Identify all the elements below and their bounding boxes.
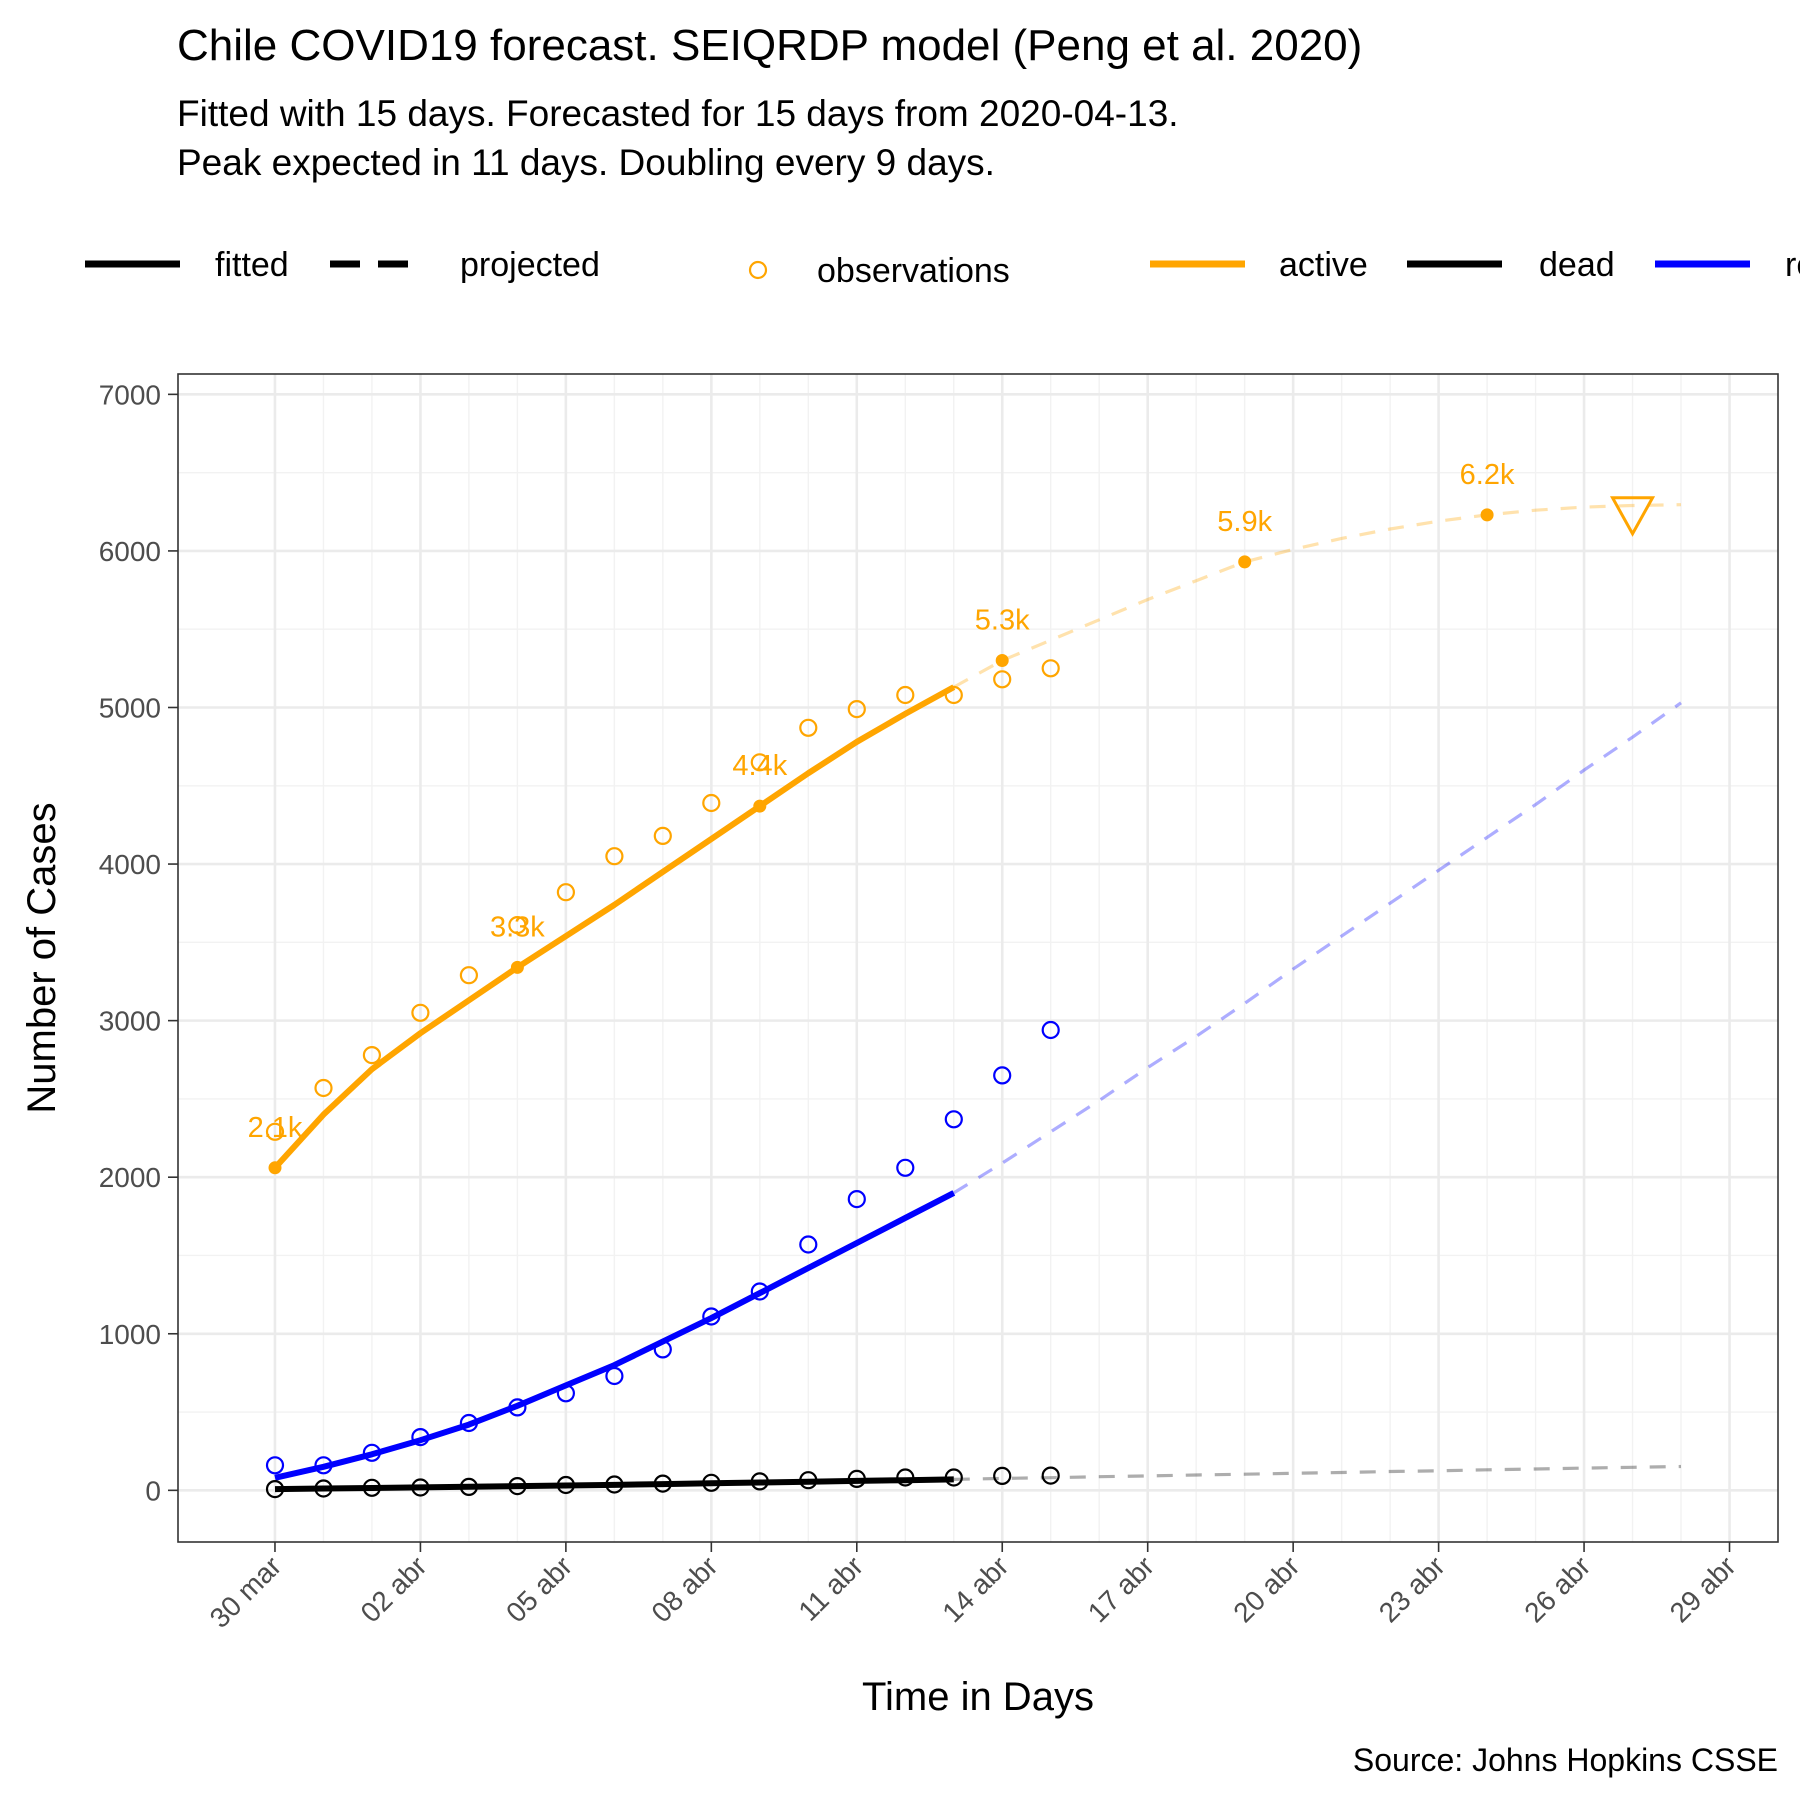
observation-point-dead	[1041, 1466, 1060, 1485]
fitted-line-dead	[274, 1476, 954, 1493]
observation-point-dead	[847, 1469, 866, 1489]
point-label-active: 4.4k	[732, 750, 787, 782]
labeled-point-active	[268, 1161, 282, 1175]
observation-point-recovered	[896, 1158, 915, 1177]
observation-point-dead	[508, 1476, 527, 1496]
observation-point-recovered	[556, 1384, 576, 1403]
observation-point-active	[508, 915, 527, 935]
plot-panel-border	[177, 373, 1779, 1543]
observation-point-dead	[605, 1475, 624, 1494]
y-axis-tick-label: 7000	[99, 379, 161, 410]
y-axis-tick-label: 5000	[99, 692, 161, 723]
observation-point-recovered	[944, 1110, 963, 1129]
chart-subtitle-line-1: Fitted with 15 days. Forecasted for 15 d…	[177, 93, 1179, 134]
observation-point-recovered	[1041, 1020, 1060, 1040]
observation-point-recovered	[459, 1413, 478, 1433]
observation-point-active	[605, 847, 624, 866]
grid-minor	[178, 374, 1778, 1542]
observation-point-active	[847, 699, 866, 719]
y-axis-tick-label: 0	[145, 1475, 161, 1506]
observation-point-active	[1041, 659, 1060, 678]
observation-point-dead	[459, 1477, 478, 1497]
observation-point-active	[896, 685, 915, 705]
observation-point-dead	[265, 1479, 285, 1499]
fitted-line-recovered	[274, 1190, 956, 1481]
observation-point-dead	[896, 1468, 915, 1487]
legend: fitted projected observations active dea…	[85, 246, 1800, 290]
grid-major	[178, 374, 1778, 1542]
chart-subtitle-line-2: Peak expected in 11 days. Doubling every…	[177, 142, 995, 183]
observation-point-dead	[556, 1475, 576, 1495]
observation-point-dead	[362, 1478, 381, 1497]
legend-label-projected: projected	[460, 246, 600, 284]
legend-label-observations: observations	[817, 252, 1010, 290]
chart-title: Chile COVID19 forecast. SEIQRDP model (P…	[177, 21, 1362, 70]
observation-point-recovered	[265, 1456, 285, 1475]
observation-point-recovered	[362, 1443, 381, 1462]
labeled-point-active	[510, 960, 524, 974]
observation-point-dead	[314, 1479, 333, 1498]
observation-point-recovered	[314, 1456, 333, 1475]
point-label-active: 2.1k	[248, 1112, 303, 1144]
observation-point-recovered	[799, 1235, 818, 1254]
legend-label-recovered: re	[1785, 246, 1800, 284]
observation-point-recovered	[411, 1427, 430, 1447]
chart-caption: Source: Johns Hopkins CSSE	[1353, 1742, 1778, 1778]
observation-point-recovered	[605, 1366, 624, 1386]
y-axis-tick-label: 4000	[99, 849, 161, 880]
y-axis-tick-label: 2000	[99, 1162, 161, 1193]
observation-point-active	[411, 1003, 430, 1022]
observation-point-recovered	[508, 1398, 527, 1417]
observation-point-dead	[411, 1478, 430, 1497]
fitted-line-active	[272, 684, 956, 1170]
observation-point-dead	[993, 1466, 1012, 1486]
series-layer: 2.1k 3.3k 4.4k 5.3k 5.9k 6.2k	[248, 459, 1682, 1499]
observation-point-recovered	[993, 1066, 1012, 1085]
peak-marker-active	[1609, 496, 1656, 537]
projected-line-recovered	[952, 701, 1682, 1195]
legend-label-fitted: fitted	[215, 246, 289, 284]
labeled-point-active	[995, 654, 1009, 667]
observation-point-dead	[702, 1473, 721, 1492]
observation-point-active	[993, 670, 1012, 689]
observation-point-active	[314, 1078, 333, 1098]
y-axis-tick-label: 1000	[99, 1319, 161, 1350]
labeled-point-active	[1238, 555, 1252, 569]
observation-point-active	[944, 685, 963, 705]
point-label-active: 5.9k	[1217, 506, 1272, 538]
observation-point-dead	[653, 1474, 672, 1493]
projected-line-active	[953, 503, 1682, 689]
y-axis-tick-label: 6000	[99, 536, 161, 567]
observation-point-recovered	[653, 1340, 672, 1359]
observation-point-recovered	[750, 1282, 769, 1301]
point-label-active: 5.3k	[975, 605, 1030, 637]
legend-key-observations	[748, 260, 768, 280]
observation-point-dead	[750, 1472, 769, 1491]
observation-point-active	[265, 1122, 285, 1141]
observation-point-active	[459, 966, 478, 985]
observation-point-active	[653, 826, 672, 846]
labeled-point-active	[1480, 508, 1494, 522]
point-label-active: 3.3k	[490, 911, 545, 943]
labeled-point-active	[753, 799, 767, 813]
y-axis-title: Number of Cases	[20, 802, 64, 1113]
legend-label-active: active	[1279, 246, 1368, 284]
y-axis-tick-label: 3000	[99, 1006, 161, 1037]
observation-point-active	[702, 793, 721, 813]
projected-line-dead	[953, 1464, 1682, 1481]
legend-label-dead: dead	[1539, 246, 1615, 284]
observation-point-active	[556, 883, 576, 902]
observation-point-active	[362, 1045, 381, 1065]
observation-point-active	[799, 718, 818, 737]
observation-point-active	[750, 753, 769, 772]
observation-point-dead	[944, 1468, 963, 1487]
x-axis-title: Time in Days	[862, 1675, 1094, 1719]
observation-point-dead	[799, 1471, 818, 1490]
point-label-active: 6.2k	[1460, 459, 1515, 491]
observation-point-recovered	[702, 1307, 721, 1326]
observation-point-recovered	[847, 1189, 866, 1209]
